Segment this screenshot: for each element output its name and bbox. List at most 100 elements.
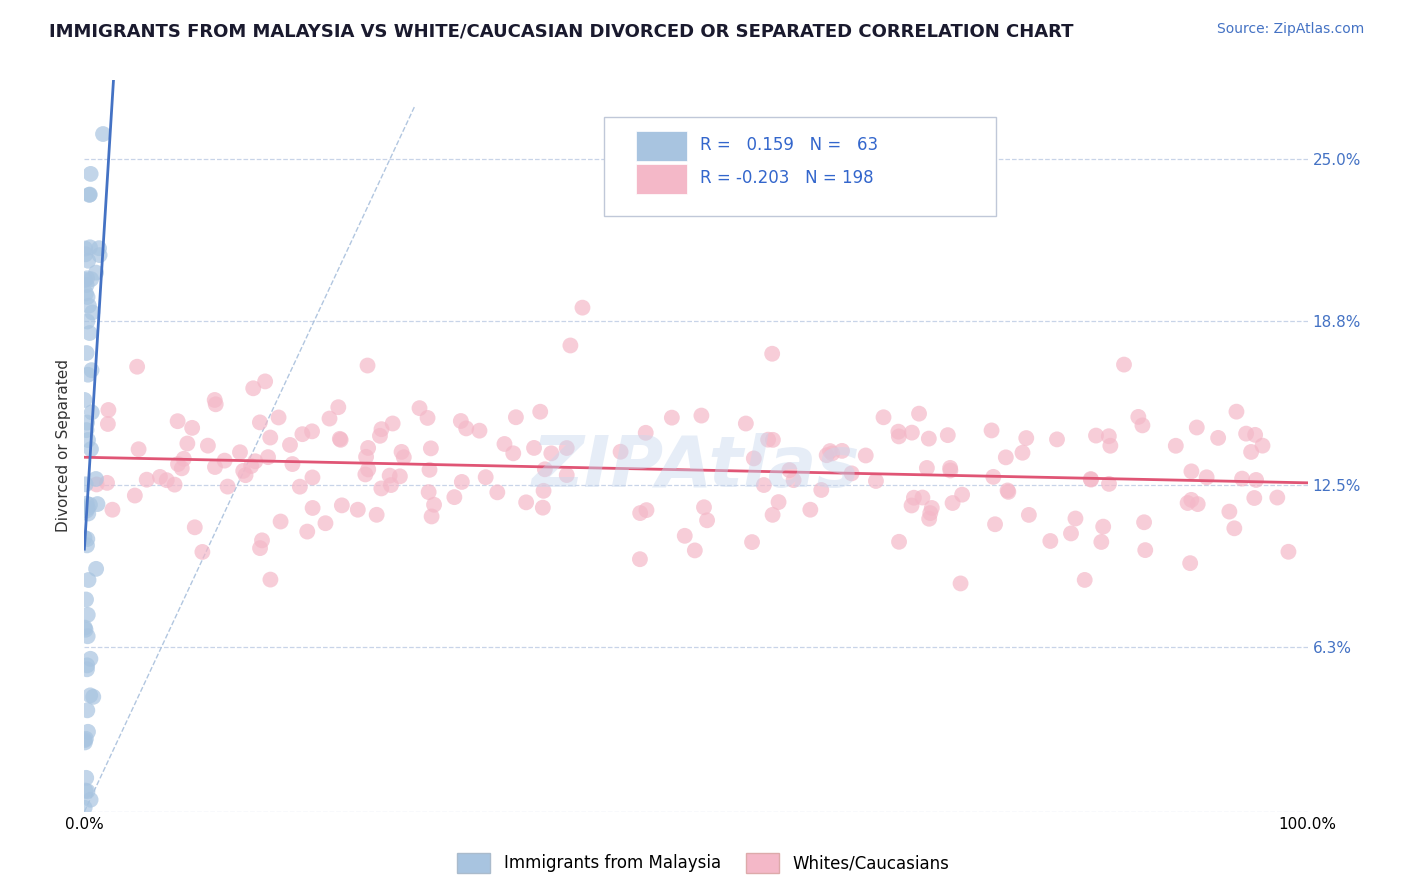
Point	[515, 495, 537, 509]
Point	[1251, 439, 1274, 453]
Point	[534, 462, 557, 476]
Point	[73, 801, 96, 815]
Point	[391, 445, 413, 459]
Point	[76, 532, 98, 546]
Point	[1015, 431, 1038, 445]
Point	[778, 463, 800, 477]
Point	[79, 326, 101, 340]
Point	[229, 445, 252, 459]
Point	[1099, 439, 1122, 453]
Point	[79, 187, 101, 202]
Point	[533, 483, 555, 498]
Point	[84, 562, 107, 576]
Point	[636, 503, 658, 517]
Point	[79, 240, 101, 254]
Point	[257, 450, 280, 464]
Point	[742, 451, 765, 466]
Point	[841, 467, 863, 481]
Point	[1218, 505, 1240, 519]
Point	[443, 490, 465, 504]
Point	[531, 500, 554, 515]
Point	[918, 512, 941, 526]
Point	[357, 462, 380, 476]
Point	[73, 733, 96, 747]
Point	[76, 503, 98, 517]
Point	[468, 424, 491, 438]
Point	[502, 446, 524, 460]
Point	[810, 483, 832, 497]
Point	[918, 432, 941, 446]
Point	[370, 422, 392, 436]
Point	[523, 441, 546, 455]
Point	[1064, 511, 1087, 525]
Point	[1046, 433, 1069, 447]
Point	[79, 498, 101, 512]
Point	[73, 273, 96, 287]
Point	[80, 363, 103, 377]
Point	[76, 271, 98, 285]
Point	[84, 472, 107, 486]
Point	[984, 517, 1007, 532]
Point	[76, 607, 98, 622]
Point	[79, 652, 101, 666]
Point	[1234, 426, 1257, 441]
Point	[217, 480, 239, 494]
Point	[1060, 526, 1083, 541]
Point	[167, 457, 190, 471]
Point	[73, 531, 96, 545]
Point	[1112, 358, 1135, 372]
Point	[1180, 492, 1202, 507]
Point	[821, 446, 844, 460]
Point	[235, 468, 257, 483]
Point	[79, 167, 101, 181]
Point	[911, 491, 934, 505]
Point	[357, 441, 380, 455]
Point	[181, 421, 204, 435]
Point	[1073, 573, 1095, 587]
Point	[354, 450, 377, 464]
Point	[77, 299, 100, 313]
Point	[76, 538, 98, 552]
Text: R = -0.203   N = 198: R = -0.203 N = 198	[700, 169, 873, 186]
Point	[419, 442, 441, 456]
Point	[388, 469, 411, 483]
Point	[936, 428, 959, 442]
Point	[887, 429, 910, 443]
Point	[1185, 420, 1208, 434]
Point	[921, 500, 943, 515]
Point	[329, 432, 352, 446]
Point	[76, 703, 98, 717]
Point	[89, 248, 111, 262]
Point	[73, 392, 96, 407]
Point	[1090, 535, 1112, 549]
Point	[1187, 497, 1209, 511]
Point	[392, 450, 415, 465]
Point	[254, 375, 277, 389]
Point	[529, 405, 551, 419]
Point	[628, 506, 651, 520]
Point	[416, 411, 439, 425]
Point	[80, 272, 103, 286]
Point	[124, 489, 146, 503]
Point	[900, 499, 922, 513]
FancyBboxPatch shape	[636, 131, 688, 161]
Point	[87, 241, 110, 255]
Point	[1177, 496, 1199, 510]
Point	[761, 347, 783, 361]
FancyBboxPatch shape	[636, 163, 688, 194]
Point	[76, 784, 98, 798]
Point	[301, 500, 323, 515]
Point	[101, 502, 124, 516]
Point	[76, 629, 98, 643]
Point	[915, 461, 938, 475]
Point	[555, 468, 578, 483]
Point	[901, 425, 924, 440]
Point	[156, 473, 179, 487]
Point	[420, 509, 443, 524]
Point	[1085, 428, 1108, 442]
Point	[76, 658, 98, 673]
Point	[249, 541, 271, 555]
Point	[76, 277, 98, 292]
Point	[242, 381, 264, 395]
Point	[768, 495, 790, 509]
